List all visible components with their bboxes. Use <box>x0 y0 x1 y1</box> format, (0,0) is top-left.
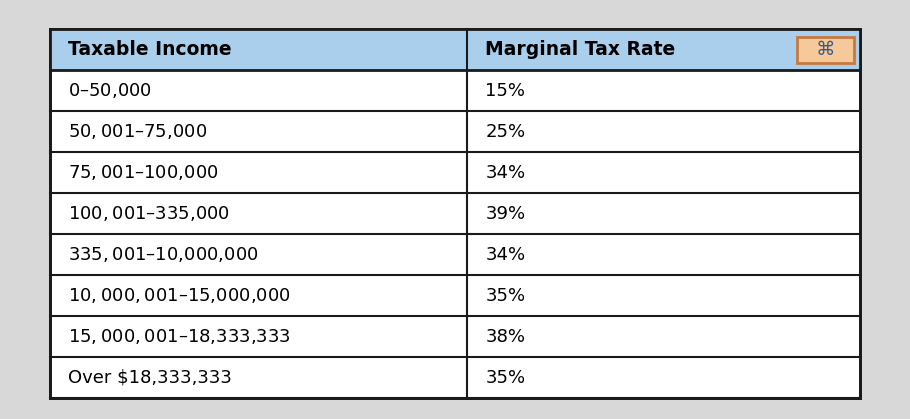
Text: $0 – $50,000: $0 – $50,000 <box>68 81 152 100</box>
FancyBboxPatch shape <box>50 29 860 398</box>
Text: Over $18,333,333: Over $18,333,333 <box>68 369 232 387</box>
Text: 34%: 34% <box>485 246 525 264</box>
Text: $335,001 – $10,000,000: $335,001 – $10,000,000 <box>68 245 258 264</box>
FancyBboxPatch shape <box>50 29 860 70</box>
Text: 35%: 35% <box>485 287 525 305</box>
Text: 34%: 34% <box>485 164 525 182</box>
Text: $100,001 – $335,000: $100,001 – $335,000 <box>68 204 230 223</box>
Text: 39%: 39% <box>485 205 525 222</box>
Text: 25%: 25% <box>485 123 525 141</box>
Text: 35%: 35% <box>485 369 525 387</box>
Text: $50,001 – $75,000: $50,001 – $75,000 <box>68 122 207 141</box>
Text: $15,000,001 – $18,333,333: $15,000,001 – $18,333,333 <box>68 327 291 346</box>
Text: 38%: 38% <box>485 328 525 346</box>
Text: $10,000,001 – $15,000,000: $10,000,001 – $15,000,000 <box>68 286 291 305</box>
Text: Taxable Income: Taxable Income <box>68 40 232 59</box>
Text: $75,001 – $100,000: $75,001 – $100,000 <box>68 163 218 182</box>
Text: 15%: 15% <box>485 82 525 100</box>
FancyBboxPatch shape <box>796 37 854 63</box>
Text: ⌘: ⌘ <box>815 40 835 59</box>
Text: Marginal Tax Rate: Marginal Tax Rate <box>485 40 675 59</box>
